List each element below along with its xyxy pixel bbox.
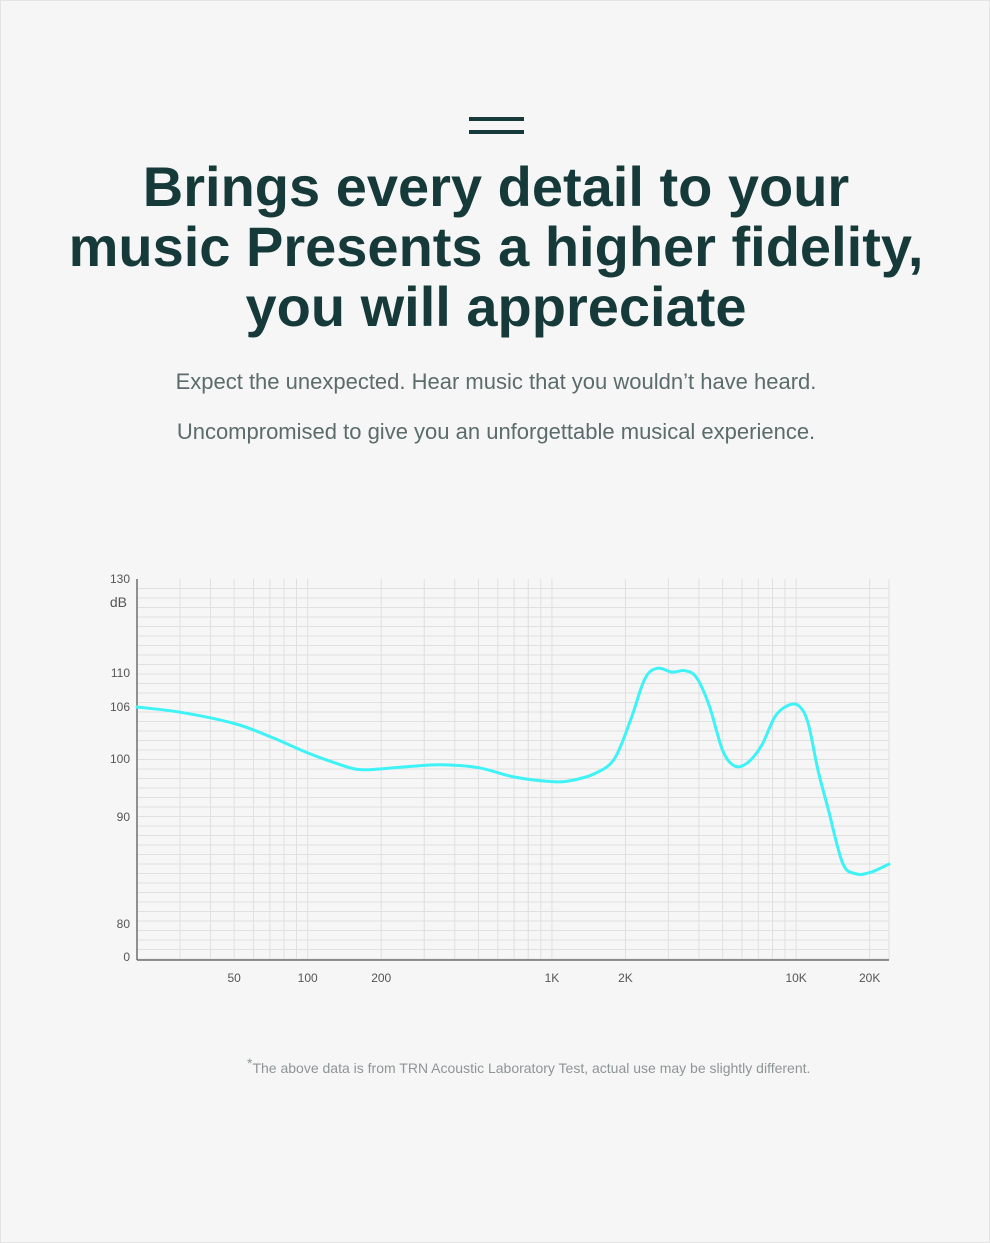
x-tick-label: 100 bbox=[298, 971, 318, 985]
y-axis-label: dB bbox=[110, 594, 127, 610]
title-line-1: Brings every detail to your bbox=[142, 155, 850, 218]
y-tick-label: 106 bbox=[110, 700, 130, 714]
subtitle-line-2: Uncompromised to give you an unforgettab… bbox=[176, 419, 816, 444]
y-tick-label: 80 bbox=[117, 917, 131, 931]
title-line-3: you will appreciate bbox=[245, 275, 747, 338]
footnote: *The above data is from TRN Acoustic Lab… bbox=[247, 1055, 810, 1076]
x-tick-label: 200 bbox=[371, 971, 391, 985]
y-tick-label: 130 bbox=[110, 572, 130, 586]
footnote-mark: * bbox=[247, 1055, 253, 1071]
x-tick-label: 1K bbox=[545, 971, 560, 985]
y-tick-label: 110 bbox=[111, 666, 130, 680]
page-title: Brings every detail to your music Presen… bbox=[1, 157, 990, 337]
decoration-bar-top bbox=[469, 117, 524, 121]
x-tick-label: 2K bbox=[618, 971, 633, 985]
decoration-bar-bottom bbox=[469, 130, 524, 134]
title-line-2: music Presents a higher fidelity, bbox=[68, 215, 924, 278]
frequency-response-line bbox=[135, 666, 891, 876]
x-tick-label: 20K bbox=[859, 971, 880, 985]
header-decoration bbox=[469, 117, 524, 143]
frequency-response-chart: 130 110 106 100 90 80 0 dB 50 100 200 1K 2K 10K 20K bbox=[110, 572, 891, 985]
x-tick-label: 10K bbox=[785, 971, 806, 985]
subtitle-line-1: Expect the unexpected. Hear music that y… bbox=[175, 369, 817, 394]
y-tick-label: 0 bbox=[123, 950, 130, 964]
x-tick-label: 50 bbox=[228, 971, 242, 985]
y-tick-label: 100 bbox=[110, 752, 130, 766]
footnote-text: The above data is from TRN Acoustic Labo… bbox=[252, 1060, 811, 1076]
y-tick-label: 90 bbox=[117, 810, 131, 824]
